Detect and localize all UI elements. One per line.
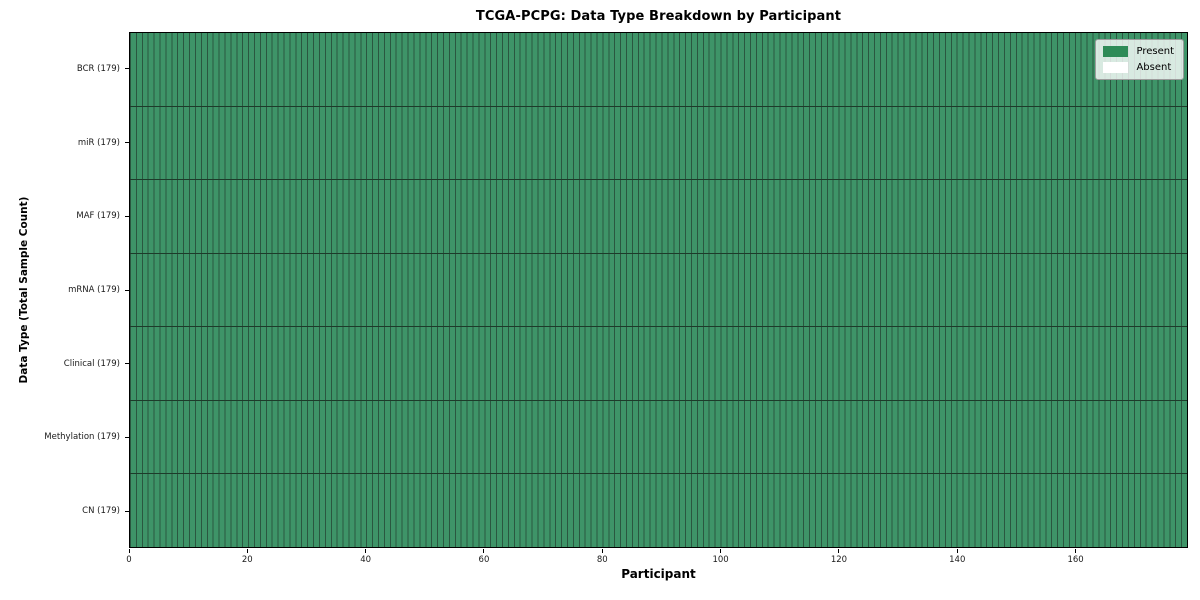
legend: Present Absent [1095,39,1184,80]
x-tick-mark-140 [956,549,958,553]
heatmap-row-clinical [130,327,1187,401]
heatmap-rows [130,33,1187,548]
x-tick-mark-40 [365,549,367,553]
legend-item-absent: Absent [1103,62,1174,73]
y-tick-mark-maf [125,215,129,217]
x-tick-label-40: 40 [360,555,372,565]
y-tick-mark-clinical [125,363,129,365]
y-tick-mark-mrna [125,289,129,291]
x-tick-label-60: 60 [478,555,490,565]
x-tick-label-20: 20 [241,555,253,565]
x-tick-mark-0 [128,549,130,553]
x-tick-label-120: 120 [830,555,848,565]
legend-swatch-present [1103,46,1129,57]
heatmap-row-methylation [130,400,1187,475]
x-tick-label-80: 80 [596,555,608,565]
plot-area: Present Absent [129,32,1188,548]
y-tick-label-mrna: mRNA (179) [68,285,120,295]
y-tick-label-bcr: BCR (179) [76,63,120,74]
heatmap-row-mrna [130,253,1187,328]
heatmap-row-maf [130,180,1187,254]
x-tick-mark-120 [838,549,840,553]
x-axis-title: Participant [621,567,696,581]
y-tick-mark-cn [125,510,129,512]
y-tick-label-mir: miR (179) [77,137,120,148]
y-tick-label-cn: CN (179) [82,506,120,517]
y-tick-label-methylation: Methylation (179) [44,432,120,443]
x-tick-mark-80 [601,549,603,553]
heatmap-row-mir [130,106,1187,181]
x-tick-label-140: 140 [949,555,966,565]
y-tick-mark-methylation [125,436,129,438]
x-axis-ticks: 0 20 40 60 80 100 120 140 160 [126,549,1188,569]
legend-label-absent: Absent [1136,62,1172,73]
legend-swatch-absent [1103,62,1129,73]
x-tick-mark-60 [483,549,485,553]
heatmap-row-bcr [130,33,1187,107]
legend-item-present: Present [1103,46,1174,57]
x-tick-label-160: 160 [1067,555,1084,565]
y-tick-label-maf: MAF (179) [76,211,120,222]
y-tick-mark-bcr [125,68,129,70]
y-tick-label-clinical: Clinical (179) [63,358,120,369]
x-tick-mark-100 [720,549,722,553]
legend-label-present: Present [1136,46,1174,57]
y-tick-mark-mir [125,142,129,144]
x-tick-mark-20 [246,549,248,553]
chart-title: TCGA-PCPG: Data Type Breakdown by Partic… [475,9,842,24]
x-tick-label-100: 100 [712,555,729,565]
x-tick-mark-160 [1075,549,1077,553]
heatmap-row-cn [130,474,1187,548]
x-tick-label-0: 0 [126,555,132,565]
y-axis-ticks: BCR (179) miR (179) MAF (179) mRNA (179) Cli… [0,32,129,548]
